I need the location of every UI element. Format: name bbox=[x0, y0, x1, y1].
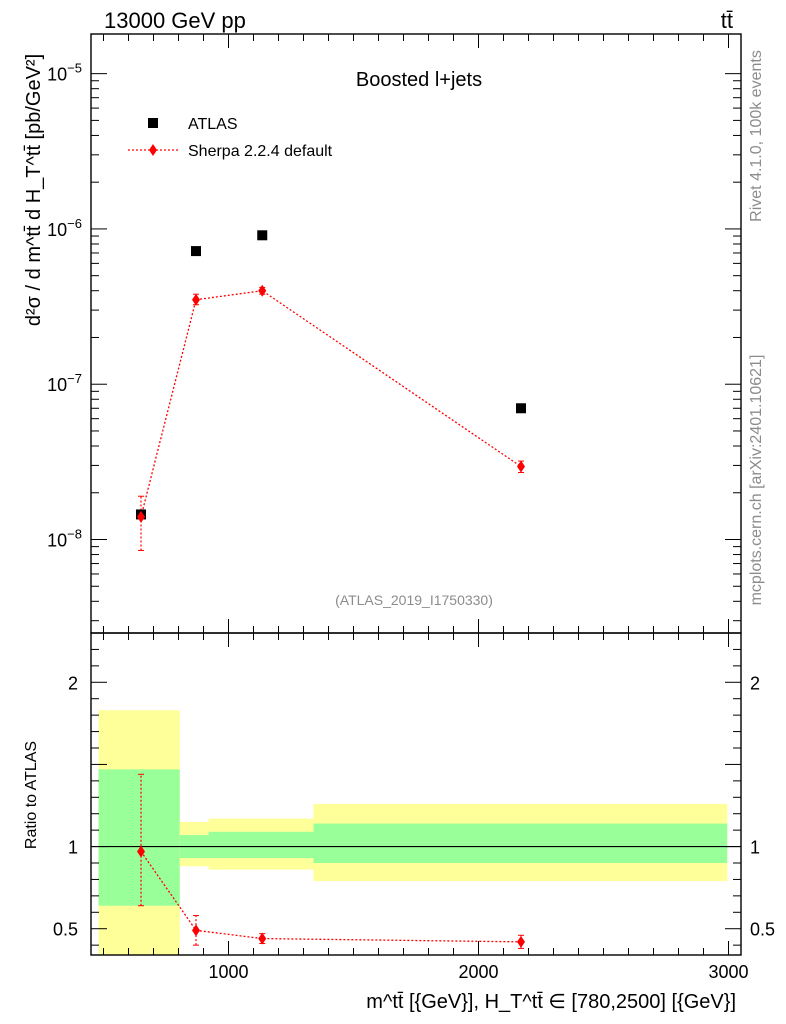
ratio-band-green-3 bbox=[313, 823, 728, 863]
legend: ATLAS Sherpa 2.2.4 default bbox=[128, 116, 333, 160]
ratio-y-tick-label-left-0: 0.5 bbox=[53, 920, 78, 940]
main-atlas-point-3 bbox=[516, 403, 526, 414]
header-left-text: 13000 GeV pp bbox=[104, 8, 246, 33]
ratio-series-group bbox=[137, 773, 525, 949]
side-text-rivet: Rivet 4.1.0, 100k events bbox=[748, 50, 765, 222]
ratio-y-tick-label-right-2: 2 bbox=[750, 673, 760, 693]
ratio-sherpa-point-3 bbox=[517, 935, 525, 948]
main-y-tick-label-1: 10−7 bbox=[47, 371, 82, 395]
main-sherpa-point-2 bbox=[258, 284, 267, 297]
main-y-tick-label-0: 10−8 bbox=[47, 527, 82, 551]
ratio-band-green-2 bbox=[208, 831, 314, 859]
x-axis-label: m^tt̄ [{GeV}], H_T^tt̄ ∈ [780,2500] [{Ge… bbox=[366, 991, 736, 1013]
ratio-y-axis-label: Ratio to ATLAS bbox=[23, 741, 40, 849]
ratio-y-tick-label-right-0: 0.5 bbox=[750, 920, 775, 940]
ratio-sherpa-point-1 bbox=[192, 924, 200, 937]
x-tick-label-1000: 1000 bbox=[208, 962, 248, 982]
side-text-mcplots: mcplots.cern.ch [arXiv:2401.10621] bbox=[748, 355, 765, 606]
legend-atlas-marker bbox=[148, 118, 158, 128]
main-atlas-point-2 bbox=[257, 230, 268, 241]
ratio-y-tick-label-left-1: 1 bbox=[68, 838, 78, 858]
ratio-band-green-0 bbox=[98, 769, 180, 906]
main-y-tick-label-2: 10−6 bbox=[47, 216, 82, 240]
ratio-y-tick-label-left-2: 2 bbox=[68, 673, 78, 693]
ratio-sherpa-point-2 bbox=[258, 932, 267, 945]
ratio-uncertainty-bands bbox=[91, 710, 741, 955]
ratio-frame bbox=[90, 632, 742, 956]
main-y-tick-label-3: 10−5 bbox=[47, 61, 82, 85]
x-tick-label-3000: 3000 bbox=[708, 962, 748, 982]
ratio-y-tick-label-right-1: 1 bbox=[750, 838, 760, 858]
header-right-text: tt̄ bbox=[721, 8, 733, 33]
legend-sherpa-label: Sherpa 2.2.4 default bbox=[188, 143, 333, 160]
ratio-sherpa-point-0 bbox=[137, 845, 145, 858]
legend-atlas-label: ATLAS bbox=[188, 116, 238, 133]
main-sherpa-line bbox=[140, 290, 522, 517]
ratio-sherpa-line bbox=[140, 851, 522, 943]
main-plot-title: Boosted l+jets bbox=[356, 69, 482, 91]
analysis-label: (ATLAS_2019_I1750330) bbox=[335, 592, 493, 608]
main-sherpa-point-0 bbox=[137, 510, 145, 523]
main-sherpa-point-1 bbox=[192, 293, 200, 306]
main-y-axis-label: d²σ / d m^tt̄ d H_T^tt̄ [pb/GeV²] bbox=[23, 54, 45, 326]
main-sherpa-point-3 bbox=[517, 460, 525, 473]
x-tick-label-2000: 2000 bbox=[458, 962, 498, 982]
main-atlas-point-1 bbox=[191, 246, 201, 257]
main-series-group bbox=[136, 230, 526, 551]
axes-group: 1000 2000 3000 10−8 10−7 10−6 10−5 0.5 0.5 1 1 2 2 bbox=[47, 33, 775, 982]
legend-sherpa-marker bbox=[149, 144, 157, 156]
